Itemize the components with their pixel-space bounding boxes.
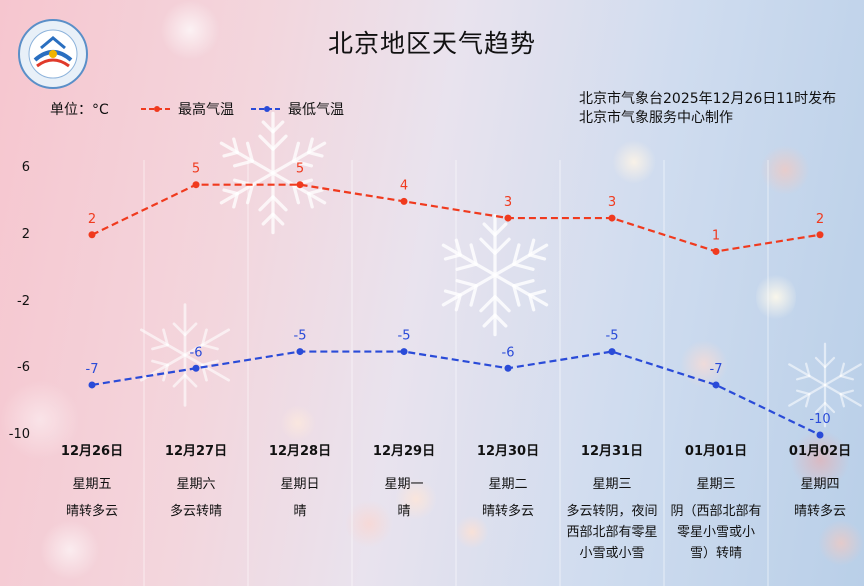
legend-high-marker	[141, 106, 173, 112]
day-condition: 多云转阴，夜间西部北部有零星小雪或小雪	[566, 504, 658, 561]
day-column: 01月01日 星期三阴（西部北部有零星小雪或小雪）转晴	[664, 440, 768, 564]
high-temp-value-label: 3	[504, 195, 512, 210]
page-title: 北京地区天气趋势	[327, 29, 536, 58]
high-temp-line	[91, 183, 821, 253]
high-temp-point	[712, 247, 720, 255]
low-temp-point	[400, 348, 408, 356]
high-temp-point	[608, 214, 616, 222]
day-weekday: 星期五	[72, 477, 112, 492]
legend-high: 最高气温	[140, 99, 234, 119]
low-temp-value-label: -5	[398, 329, 411, 344]
high-temp-point	[296, 181, 304, 189]
y-tick-label: -2	[17, 293, 30, 309]
day-column: 12月28日 星期日晴	[248, 440, 352, 522]
y-tick-label: -6	[17, 360, 30, 376]
day-column: 12月27日 星期六多云转晴	[144, 440, 248, 522]
low-temp-point	[608, 348, 616, 356]
low-temp-value-label: -5	[606, 329, 619, 344]
y-tick-label: 2	[21, 226, 30, 242]
day-condition: 晴转多云	[65, 504, 118, 519]
day-date: 12月30日	[476, 444, 540, 459]
high-temp-point	[88, 231, 96, 239]
high-temp-point	[504, 214, 512, 222]
day-date: 12月28日	[268, 444, 332, 459]
day-weekday: 星期二	[488, 477, 528, 492]
day-condition: 多云转晴	[169, 504, 222, 519]
publisher-line: 北京市气象台2025年12月26日11时发布	[579, 91, 837, 107]
day-weekday: 星期日	[280, 477, 320, 492]
producer-line: 北京市气象服务中心制作	[579, 110, 733, 126]
low-temp-line	[91, 350, 821, 436]
day-weekday: 星期六	[176, 477, 216, 492]
low-temp-point	[816, 431, 824, 439]
day-condition: 晴转多云	[793, 504, 846, 519]
low-temp-point	[192, 364, 200, 372]
day-column: 12月30日 星期二晴转多云	[456, 440, 560, 522]
day-weekday: 星期四	[800, 477, 840, 492]
unit-label: 单位：°C	[50, 102, 109, 118]
low-temp-value-label: -10	[809, 412, 830, 427]
meteorological-service-logo	[18, 19, 88, 89]
legend-low-marker	[251, 106, 283, 112]
day-column: 12月26日 星期五晴转多云	[40, 440, 144, 522]
day-condition: 晴	[397, 504, 411, 519]
low-temp-value-label: -6	[502, 345, 515, 360]
day-weekday: 星期三	[592, 477, 632, 492]
high-temp-point	[816, 231, 824, 239]
legend-low-label: 最低气温	[288, 102, 344, 118]
high-temp-point	[400, 197, 408, 205]
high-temp-value-label: 1	[712, 228, 720, 243]
low-temp-value-label: -7	[710, 362, 723, 377]
day-column: 12月31日 星期三多云转阴，夜间西部北部有零星小雪或小雪	[560, 440, 664, 564]
high-temp-point	[192, 181, 200, 189]
day-condition: 晴转多云	[481, 504, 534, 519]
low-temp-value-label: -5	[294, 329, 307, 344]
low-temp-point	[296, 348, 304, 356]
high-temp-value-label: 2	[88, 212, 96, 227]
high-temp-value-label: 2	[816, 212, 824, 227]
legend-low: 最低气温	[250, 99, 344, 119]
low-temp-point	[88, 381, 96, 389]
y-tick-label: -10	[8, 427, 30, 442]
y-tick-label: 6	[21, 160, 30, 175]
low-temp-point	[504, 364, 512, 372]
day-date: 12月31日	[580, 444, 644, 459]
low-temp-point	[712, 381, 720, 389]
high-temp-value-label: 5	[296, 162, 304, 177]
day-weekday: 星期一	[384, 477, 424, 492]
low-temp-value-label: -6	[190, 345, 203, 360]
day-column: 01月02日 星期四晴转多云	[768, 440, 864, 522]
day-date: 01月01日	[684, 444, 748, 459]
legend-high-label: 最高气温	[178, 102, 234, 118]
day-date: 12月27日	[164, 444, 228, 459]
day-date: 12月29日	[372, 444, 436, 459]
day-condition: 阴（西部北部有零星小雪或小雪）转晴	[670, 504, 762, 561]
high-temp-value-label: 3	[608, 195, 616, 210]
day-condition: 晴	[293, 504, 307, 519]
high-temp-value-label: 4	[400, 178, 408, 193]
low-temp-value-label: -7	[86, 362, 99, 377]
high-temp-value-label: 5	[192, 162, 200, 177]
day-column: 12月29日 星期一晴	[352, 440, 456, 522]
day-date: 01月02日	[788, 444, 852, 459]
day-weekday: 星期三	[696, 477, 736, 492]
day-date: 12月26日	[60, 444, 124, 459]
